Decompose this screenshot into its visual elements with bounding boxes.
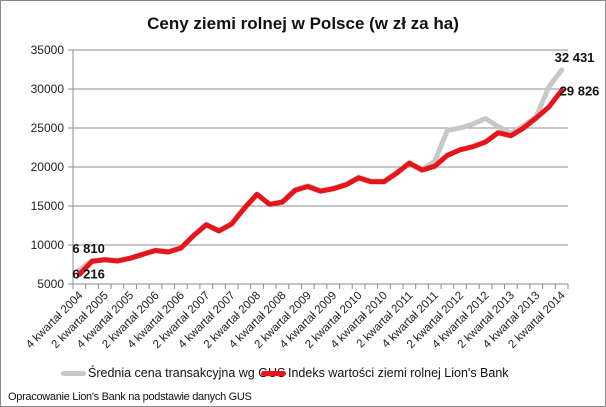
legend-item-lions-bank: Indeks wartości ziemi rolnej Lion's Bank bbox=[261, 366, 509, 380]
legend-label-gus: Średnia cena transakcyjna wg GUS bbox=[88, 366, 286, 380]
data-label: 6 216 bbox=[72, 267, 105, 282]
legend-swatch-red bbox=[261, 370, 286, 376]
y-tick-label: 15000 bbox=[31, 199, 65, 213]
legend-label-lions-bank: Indeks wartości ziemi rolnej Lion's Bank bbox=[288, 366, 509, 380]
series-line-lions-bank bbox=[76, 87, 565, 277]
legend-item-gus: Średnia cena transakcyjna wg GUS bbox=[61, 366, 285, 380]
y-tick-label: 10000 bbox=[31, 238, 65, 252]
data-label: 29 826 bbox=[560, 83, 600, 98]
data-label: 32 431 bbox=[555, 50, 595, 65]
data-label: 6 810 bbox=[72, 241, 105, 256]
series-line-gus bbox=[76, 67, 565, 273]
chart-title: Ceny ziemi rolnej w Polsce (w zł za ha) bbox=[147, 14, 459, 33]
y-tick-label: 5000 bbox=[37, 277, 64, 291]
y-tick-label: 25000 bbox=[31, 121, 65, 135]
source-note: Opracowanie Lion's Bank na podstawie dan… bbox=[8, 391, 252, 403]
y-tick-label: 20000 bbox=[31, 160, 65, 174]
y-tick-label: 30000 bbox=[31, 82, 65, 96]
y-tick-label: 35000 bbox=[31, 43, 65, 57]
legend-swatch-grey bbox=[61, 370, 86, 376]
